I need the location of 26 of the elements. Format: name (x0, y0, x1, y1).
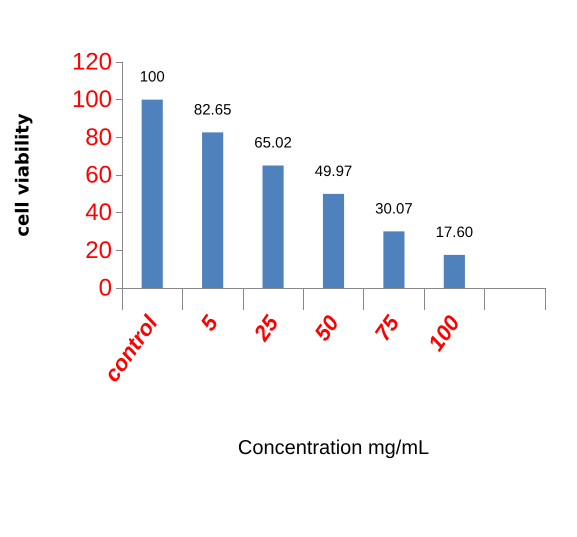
y-tick-label: 120 (72, 48, 112, 76)
bar (444, 254, 465, 288)
bar (142, 100, 163, 288)
x-tick-label: 75 (370, 310, 405, 346)
bar (202, 132, 224, 288)
data-label: 30.07 (375, 200, 413, 218)
bar (322, 194, 344, 288)
y-tick-label: 20 (85, 236, 112, 264)
y-tick-label: 0 (98, 274, 112, 302)
bar (383, 231, 405, 288)
data-label: 100 (140, 68, 165, 86)
y-tick-label: 80 (85, 124, 112, 151)
x-tick-label: 5 (195, 310, 224, 336)
bar (262, 166, 284, 288)
x-tick-label: 50 (309, 310, 344, 346)
x-tick-label: 25 (248, 310, 284, 346)
data-label: 49.97 (314, 162, 352, 180)
data-label: 17.60 (436, 224, 474, 241)
y-tick-label: 60 (85, 162, 112, 188)
data-label: 65.02 (254, 134, 292, 152)
x-tick-label: 100 (423, 310, 466, 356)
y-tick-label: 100 (72, 86, 112, 114)
x-axis-title: Concentration mg/mL (238, 437, 430, 459)
y-axis-title: cell viability (12, 113, 34, 237)
data-label: 82.65 (194, 101, 232, 118)
y-tick-label: 40 (85, 199, 112, 226)
